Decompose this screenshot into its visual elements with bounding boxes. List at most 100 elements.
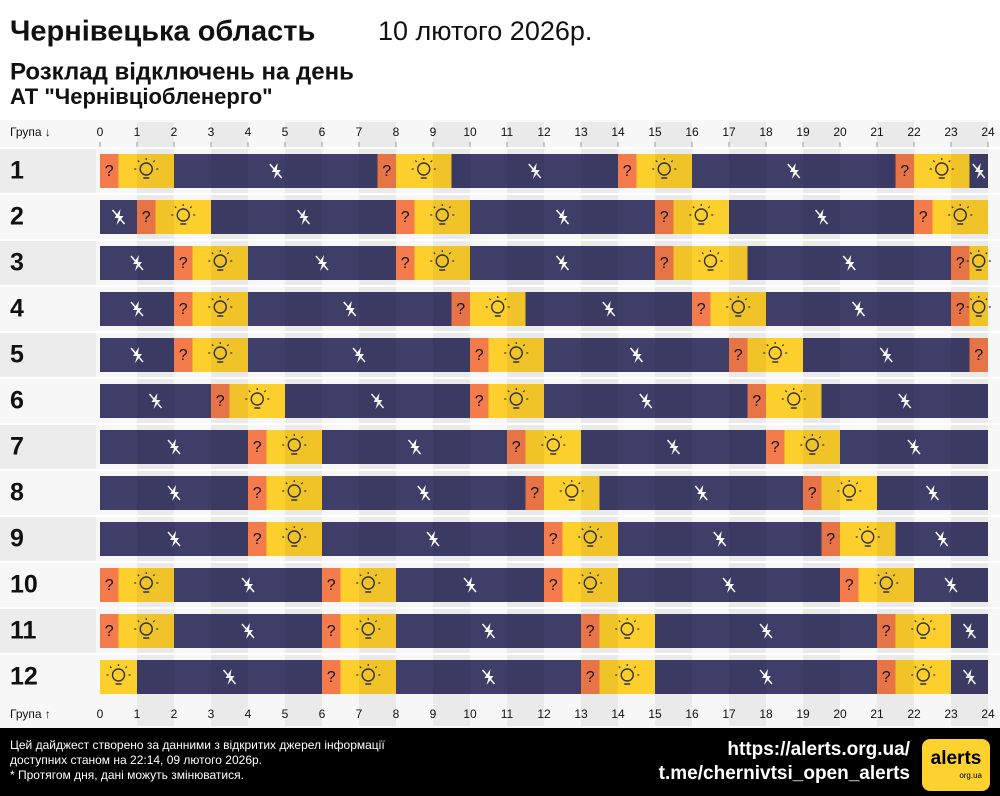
subtitle: Розклад відключень на день xyxy=(10,58,354,85)
bulb-rays xyxy=(911,618,936,630)
row-label: 10 xyxy=(10,571,38,599)
segment xyxy=(100,154,119,188)
outage-slash xyxy=(269,163,283,179)
bulb-icon xyxy=(953,208,967,222)
outage-slash xyxy=(352,347,366,363)
outage-slash xyxy=(296,209,311,225)
x-tick-label: 21 xyxy=(870,707,884,721)
x-tick-label: 8 xyxy=(393,125,400,139)
outage-slash xyxy=(407,439,422,455)
segment xyxy=(895,154,914,188)
outage-slash xyxy=(555,209,570,225)
bulb-rays xyxy=(948,204,973,216)
outage-slash xyxy=(111,209,126,225)
bulb-rays xyxy=(430,250,455,262)
row-label: 8 xyxy=(10,479,24,507)
bulb-rays xyxy=(698,250,723,262)
outage-slash xyxy=(962,669,977,685)
row-label-background xyxy=(0,333,96,377)
outage-slash xyxy=(370,393,385,409)
footer-link[interactable]: https://alerts.org.ua/ xyxy=(727,739,910,760)
x-tick-label: 22 xyxy=(907,125,921,139)
maybe-label: ? xyxy=(105,623,114,640)
segment xyxy=(174,292,193,326)
bulb-icon xyxy=(435,254,449,268)
x-tick-label: 18 xyxy=(759,125,773,139)
segment xyxy=(877,614,896,648)
outage-slash xyxy=(130,301,144,317)
outage-slash xyxy=(925,485,940,501)
x-tick-label: 4 xyxy=(245,125,252,139)
bulb-icon xyxy=(139,576,153,590)
x-tick-label: 9 xyxy=(430,707,437,721)
maybe-label: ? xyxy=(586,669,595,686)
bulb-rays xyxy=(134,618,159,630)
x-tick-label: 0 xyxy=(97,125,104,139)
row-label: 7 xyxy=(10,433,24,461)
x-tick-label: 6 xyxy=(319,125,326,139)
x-tick-label: 6 xyxy=(319,707,326,721)
bulb-rays xyxy=(504,342,529,354)
segment xyxy=(100,614,119,648)
x-tick-label: 13 xyxy=(574,707,588,721)
outage-slash xyxy=(694,485,708,501)
maybe-label: ? xyxy=(179,255,188,272)
outage-slash xyxy=(713,531,727,547)
outage-slash xyxy=(555,255,570,271)
bulb-rays xyxy=(874,572,899,584)
plot: 123456789101112?????????????????????????… xyxy=(0,122,1000,726)
maybe-label: ? xyxy=(586,623,595,640)
segment xyxy=(914,200,933,234)
bulb-rays xyxy=(171,204,196,216)
outage-slash xyxy=(898,393,912,409)
maybe-label: ? xyxy=(179,347,188,364)
bulb-icon xyxy=(509,392,523,406)
outage-slash xyxy=(722,577,736,593)
bulb-icon xyxy=(703,254,718,268)
bulb-icon xyxy=(491,300,505,314)
maybe-label: ? xyxy=(327,669,336,686)
bulb-rays xyxy=(504,388,529,400)
footer-background xyxy=(0,728,1000,796)
logo-box xyxy=(922,739,990,791)
row-label-background xyxy=(0,609,96,653)
x-tick-label: 19 xyxy=(796,707,810,721)
maybe-label: ? xyxy=(216,393,225,410)
row-label-background xyxy=(0,563,96,607)
segment xyxy=(248,476,267,510)
bulb-icon xyxy=(111,668,126,682)
bulb-icon xyxy=(176,208,190,222)
bulb-icon xyxy=(287,484,301,498)
outage-slash xyxy=(759,623,773,639)
segment xyxy=(840,568,859,602)
bulb-rays xyxy=(208,296,233,308)
footer-note: доступних станом на 22:14, 09 лютого 202… xyxy=(10,753,262,767)
footer-link[interactable]: t.me/chernivtsi_open_alerts xyxy=(659,763,910,784)
bulb-rays xyxy=(282,434,307,446)
bulb-rays xyxy=(411,158,436,170)
outage-slash xyxy=(167,439,181,455)
bulb-rays xyxy=(781,388,806,400)
maybe-label: ? xyxy=(382,163,391,180)
maybe-label: ? xyxy=(734,347,743,364)
x-tick-label: 9 xyxy=(430,125,437,139)
maybe-label: ? xyxy=(900,163,909,180)
bulb-rays xyxy=(134,572,159,584)
bulb-icon xyxy=(935,162,949,176)
bulb-icon xyxy=(417,162,431,176)
row-label: 11 xyxy=(10,617,37,645)
x-tick-label: 5 xyxy=(282,707,289,721)
segment xyxy=(470,384,489,418)
segment xyxy=(581,614,600,648)
bulb-rays xyxy=(356,664,381,676)
bulb-rays xyxy=(689,204,714,216)
x-tick-label: 21 xyxy=(870,125,884,139)
bulb-icon xyxy=(509,346,523,360)
segment xyxy=(507,430,526,464)
segment xyxy=(544,568,563,602)
row-label-background xyxy=(0,287,96,331)
x-tick-label: 19 xyxy=(796,125,810,139)
x-tick-label: 17 xyxy=(722,707,736,721)
outage-slash xyxy=(666,439,681,455)
segment xyxy=(100,568,119,602)
